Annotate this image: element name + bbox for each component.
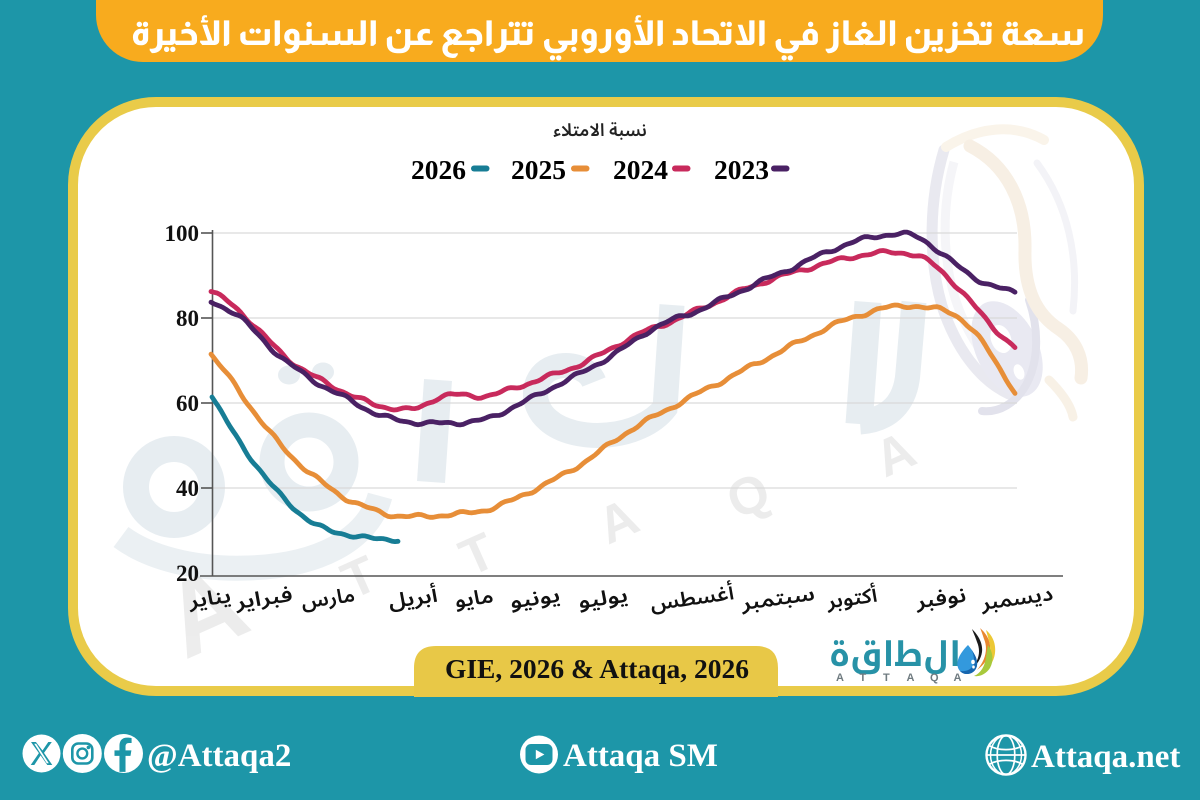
svg-text:20: 20 xyxy=(176,561,199,586)
svg-text:A: A xyxy=(954,672,962,684)
svg-text:T: T xyxy=(451,522,504,588)
svg-text:2025: 2025 xyxy=(511,154,566,185)
svg-text:Attaqa SM: Attaqa SM xyxy=(563,738,718,774)
svg-text:2026: 2026 xyxy=(411,154,466,185)
svg-text:100: 100 xyxy=(165,221,200,246)
svg-text:GIE, 2026 & Attaqa, 2026: GIE, 2026 & Attaqa, 2026 xyxy=(445,653,749,684)
svg-text:A: A xyxy=(907,672,915,684)
svg-text:Q: Q xyxy=(930,672,939,684)
svg-text:A: A xyxy=(589,488,647,556)
svg-text:T: T xyxy=(883,672,890,684)
svg-text:2023: 2023 xyxy=(714,154,769,185)
svg-text:@Attaqa2: @Attaqa2 xyxy=(147,738,291,774)
svg-text:40: 40 xyxy=(176,476,199,501)
svg-text:2024: 2024 xyxy=(613,154,668,185)
svg-text:Attaqa.net: Attaqa.net xyxy=(1031,739,1180,775)
svg-text:80: 80 xyxy=(176,306,199,331)
svg-text:Q: Q xyxy=(718,462,779,531)
svg-text:A: A xyxy=(836,672,844,684)
svg-text:60: 60 xyxy=(176,391,199,416)
svg-text:T: T xyxy=(860,672,867,684)
